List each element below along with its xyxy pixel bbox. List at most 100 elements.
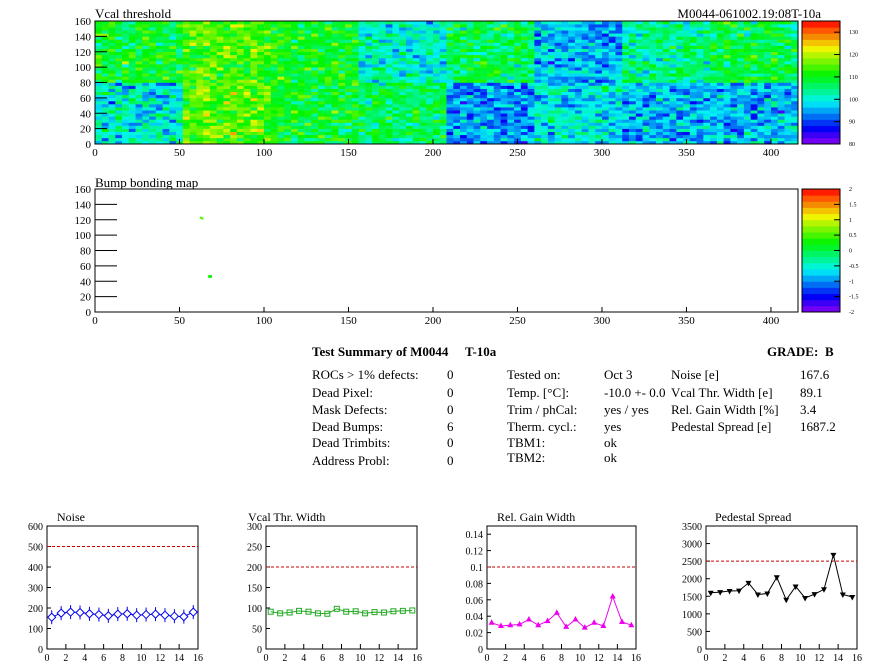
heatmap-cell [642, 91, 650, 96]
heatmap-cell [656, 70, 664, 74]
heatmap-cell [642, 64, 650, 68]
heatmap-cell [662, 73, 670, 77]
heatmap-cell [196, 33, 204, 37]
heatmap-cell [399, 107, 407, 111]
x-tick-label: 250 [509, 147, 526, 159]
heatmap-cell [270, 110, 278, 114]
heatmap-cell [324, 60, 332, 65]
heatmap-cell [399, 30, 407, 34]
heatmap-cell [392, 48, 400, 53]
heatmap-cell [257, 137, 265, 142]
heatmap-cell [703, 107, 711, 111]
heatmap-cell [723, 73, 731, 77]
heatmap-cell [561, 131, 569, 136]
heatmap-cell [95, 64, 103, 68]
heatmap-cell [176, 110, 184, 114]
heatmap-cell [629, 54, 637, 59]
palette-band [802, 219, 840, 227]
heatmap-cell [95, 24, 103, 28]
heatmap-cell [574, 125, 582, 129]
heatmap-cell [169, 97, 177, 102]
heatmap-cell [541, 76, 549, 80]
heatmap-cell [777, 82, 785, 86]
heatmap-cell [149, 113, 157, 117]
heatmap-cell [142, 110, 150, 114]
heatmap-cell [514, 94, 522, 99]
heatmap-cell [703, 33, 711, 37]
heatmap-cell [568, 73, 576, 77]
heatmap-cell [270, 107, 278, 111]
heatmap-cell [230, 48, 238, 53]
heatmap-cell [791, 82, 799, 86]
heatmap-cell [182, 76, 190, 80]
heatmap-cell [277, 131, 285, 136]
heatmap-cell [392, 79, 400, 83]
heatmap-cell [743, 85, 751, 89]
heatmap-cell [601, 76, 610, 80]
heatmap-cell [568, 113, 576, 117]
heatmap-cell [669, 116, 677, 120]
dead-bump-marker [199, 216, 202, 219]
heatmap-cell [135, 57, 143, 62]
heatmap-cell [608, 88, 616, 93]
heatmap-cell [432, 134, 441, 139]
heatmap-cell [324, 54, 332, 59]
heatmap-cell [466, 48, 474, 53]
heatmap-cell [223, 140, 231, 145]
heatmap-cell [351, 60, 359, 65]
heatmap-cell [750, 54, 758, 59]
heatmap-cell [520, 122, 528, 126]
heatmap-cell [473, 48, 481, 53]
heatmap-cell [236, 119, 245, 123]
heatmap-cell [331, 110, 339, 114]
heatmap-cell [216, 42, 224, 46]
heatmap-cell [507, 107, 515, 111]
heatmap-cell [108, 100, 116, 105]
heatmap-cell [608, 45, 616, 49]
heatmap-cell [331, 51, 339, 56]
heatmap-cell [236, 64, 245, 68]
heatmap-cell [493, 94, 501, 99]
heatmap-cell [115, 134, 123, 139]
heatmap-cell [689, 100, 697, 105]
heatmap-cell [176, 104, 184, 108]
heatmap-cell [216, 85, 224, 89]
heatmap-cell [615, 128, 623, 132]
heatmap-cell [574, 110, 582, 114]
heatmap-cell [554, 131, 562, 136]
heatmap-cell [189, 82, 197, 86]
heatmap-cell [372, 113, 380, 117]
palette-band [802, 293, 840, 301]
heatmap-cell [372, 39, 380, 43]
heatmap-cell [750, 116, 758, 120]
heatmap-cell [689, 82, 697, 86]
heatmap-cell [291, 21, 299, 25]
heatmap-cell [365, 88, 373, 93]
heatmap-cell [291, 116, 299, 120]
heatmap-cell [324, 45, 332, 49]
heatmap-cell [541, 85, 549, 89]
heatmap-cell [500, 116, 508, 120]
heatmap-cell [460, 33, 468, 37]
heatmap-cell [723, 119, 731, 123]
heatmap-cell [595, 91, 603, 96]
heatmap-cell [493, 76, 501, 80]
heatmap-cell [629, 57, 637, 62]
heatmap-cell [487, 131, 495, 136]
heatmap-cell [568, 48, 576, 53]
heatmap-cell [358, 85, 366, 89]
heatmap-cell [716, 45, 724, 49]
heatmap-cell [581, 36, 589, 40]
heatmap-cell [547, 97, 555, 102]
heatmap-cell [203, 131, 211, 136]
heatmap-cell [649, 54, 657, 59]
heatmap-cell [304, 48, 312, 53]
heatmap-cell [128, 122, 136, 126]
heatmap-cell [338, 33, 346, 37]
heatmap-cell [405, 128, 414, 132]
heatmap-cell [581, 60, 589, 65]
heatmap-cell [547, 70, 555, 74]
heatmap-cell [419, 79, 427, 83]
heatmap-cell [270, 33, 278, 37]
heatmap-cell [514, 113, 522, 117]
